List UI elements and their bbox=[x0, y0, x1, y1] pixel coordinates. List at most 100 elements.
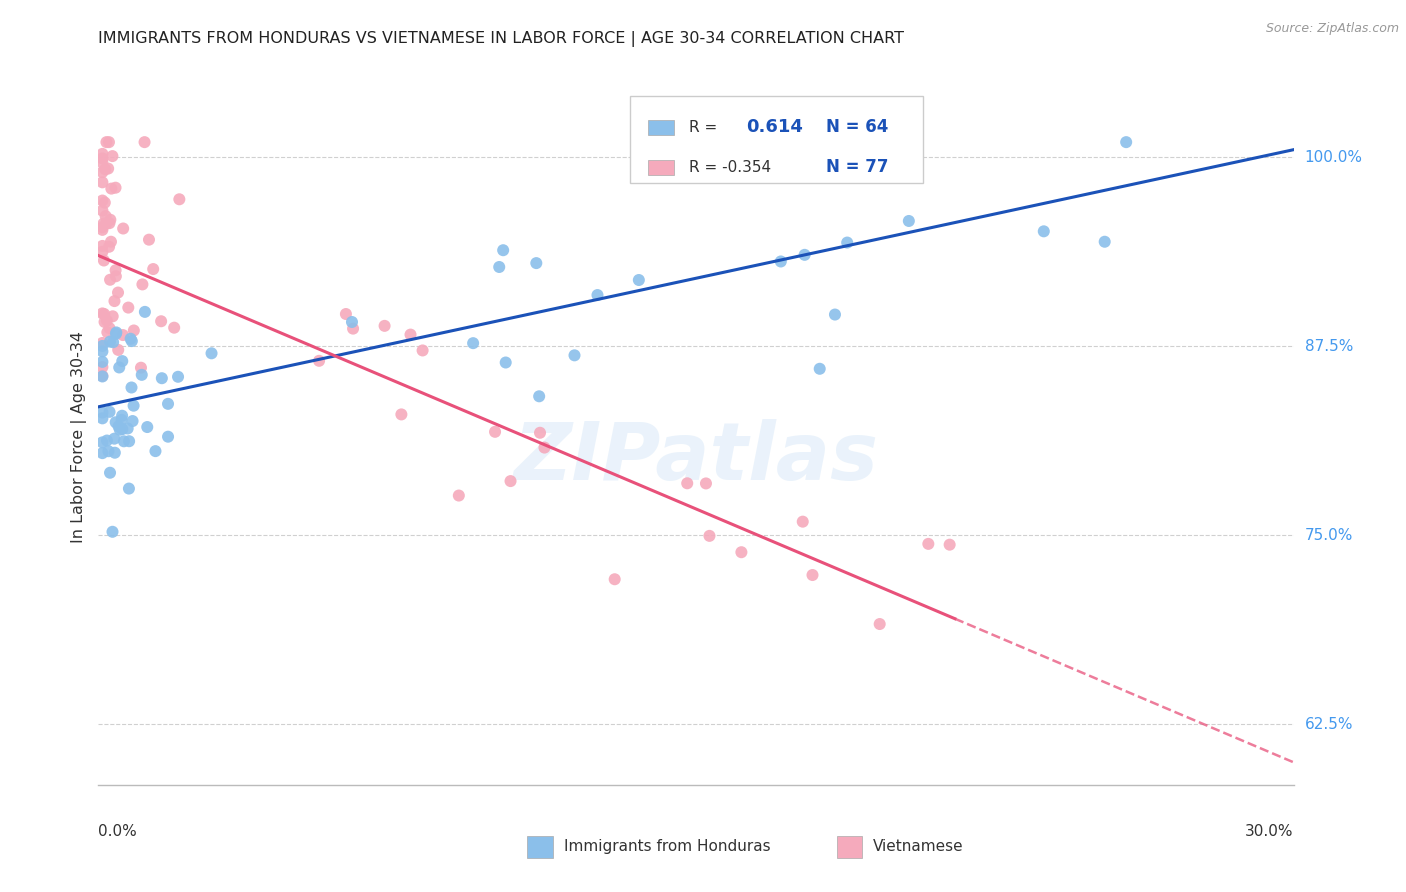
Point bbox=[200, 346, 222, 360]
Point bbox=[1094, 235, 1116, 249]
Point bbox=[111, 409, 134, 423]
Point bbox=[792, 515, 814, 529]
Point bbox=[93, 307, 115, 321]
Point bbox=[91, 239, 114, 253]
Text: N = 77: N = 77 bbox=[827, 159, 889, 177]
Point bbox=[104, 263, 127, 277]
Point bbox=[96, 314, 118, 328]
Point bbox=[91, 360, 114, 375]
Y-axis label: In Labor Force | Age 30-34: In Labor Force | Age 30-34 bbox=[72, 331, 87, 543]
Point bbox=[91, 446, 114, 460]
Point bbox=[564, 348, 586, 362]
Point bbox=[107, 343, 129, 357]
Point bbox=[101, 149, 124, 163]
Point bbox=[104, 180, 127, 194]
Point bbox=[96, 135, 118, 149]
Point bbox=[107, 285, 129, 300]
Point bbox=[769, 254, 792, 268]
Point bbox=[938, 538, 960, 552]
Point bbox=[91, 368, 114, 383]
Point bbox=[110, 413, 132, 427]
Text: 30.0%: 30.0% bbox=[1246, 824, 1294, 838]
Point bbox=[730, 545, 752, 559]
Point bbox=[142, 262, 165, 277]
Point bbox=[533, 441, 555, 455]
Text: 62.5%: 62.5% bbox=[1305, 717, 1353, 732]
Point bbox=[97, 135, 120, 149]
Point bbox=[118, 434, 141, 449]
Point bbox=[93, 217, 115, 231]
Text: N = 64: N = 64 bbox=[827, 119, 889, 136]
Point bbox=[97, 161, 120, 176]
Point bbox=[98, 240, 121, 254]
Point bbox=[808, 361, 831, 376]
Point bbox=[793, 248, 815, 262]
Point bbox=[117, 421, 139, 435]
Point bbox=[98, 405, 121, 419]
Point bbox=[131, 277, 153, 292]
Point bbox=[105, 326, 128, 340]
Text: Source: ZipAtlas.com: Source: ZipAtlas.com bbox=[1265, 22, 1399, 36]
Point bbox=[103, 294, 125, 309]
Point bbox=[111, 422, 134, 436]
Point bbox=[91, 411, 114, 425]
Point bbox=[134, 135, 156, 149]
Point bbox=[91, 355, 114, 369]
Point bbox=[412, 343, 434, 358]
Point bbox=[837, 235, 859, 250]
Point bbox=[131, 368, 153, 382]
Point bbox=[586, 288, 609, 302]
Point bbox=[676, 476, 699, 491]
Point bbox=[399, 327, 422, 342]
Point bbox=[492, 244, 515, 258]
FancyBboxPatch shape bbox=[648, 120, 675, 135]
Point bbox=[627, 273, 650, 287]
Point bbox=[917, 537, 939, 551]
Point bbox=[94, 209, 117, 223]
Point bbox=[447, 489, 470, 503]
Point bbox=[374, 318, 396, 333]
FancyBboxPatch shape bbox=[630, 96, 922, 183]
Point bbox=[117, 301, 139, 315]
Point bbox=[699, 529, 721, 543]
Point bbox=[91, 405, 114, 419]
Point bbox=[108, 360, 131, 375]
Point bbox=[389, 408, 412, 422]
Point bbox=[167, 369, 190, 384]
Point bbox=[94, 195, 117, 210]
Point bbox=[150, 371, 173, 385]
Text: R =: R = bbox=[689, 120, 727, 135]
Point bbox=[484, 425, 506, 439]
Point bbox=[91, 223, 114, 237]
Point bbox=[98, 273, 121, 287]
Point bbox=[869, 617, 891, 632]
Point bbox=[603, 572, 626, 586]
Point bbox=[101, 310, 124, 324]
Point bbox=[107, 419, 129, 434]
Point bbox=[824, 308, 846, 322]
Point bbox=[129, 360, 152, 375]
Point bbox=[1032, 224, 1054, 238]
Point bbox=[91, 147, 114, 161]
Point bbox=[157, 397, 180, 411]
Point bbox=[157, 430, 180, 444]
Point bbox=[101, 524, 124, 539]
Point bbox=[695, 476, 717, 491]
Point bbox=[112, 221, 135, 235]
Point bbox=[121, 334, 143, 348]
Text: Vietnamese: Vietnamese bbox=[873, 839, 963, 855]
Point bbox=[121, 380, 143, 394]
Point bbox=[98, 466, 121, 480]
Point bbox=[91, 344, 114, 359]
Point bbox=[91, 194, 114, 208]
Point bbox=[108, 423, 131, 437]
Point bbox=[103, 432, 125, 446]
Point bbox=[335, 307, 357, 321]
Point bbox=[97, 444, 120, 458]
Point bbox=[342, 321, 364, 335]
Text: 0.0%: 0.0% bbox=[98, 824, 138, 838]
Text: R = -0.354: R = -0.354 bbox=[689, 160, 770, 175]
Point bbox=[96, 434, 118, 448]
Point bbox=[91, 203, 114, 218]
Point bbox=[138, 233, 160, 247]
